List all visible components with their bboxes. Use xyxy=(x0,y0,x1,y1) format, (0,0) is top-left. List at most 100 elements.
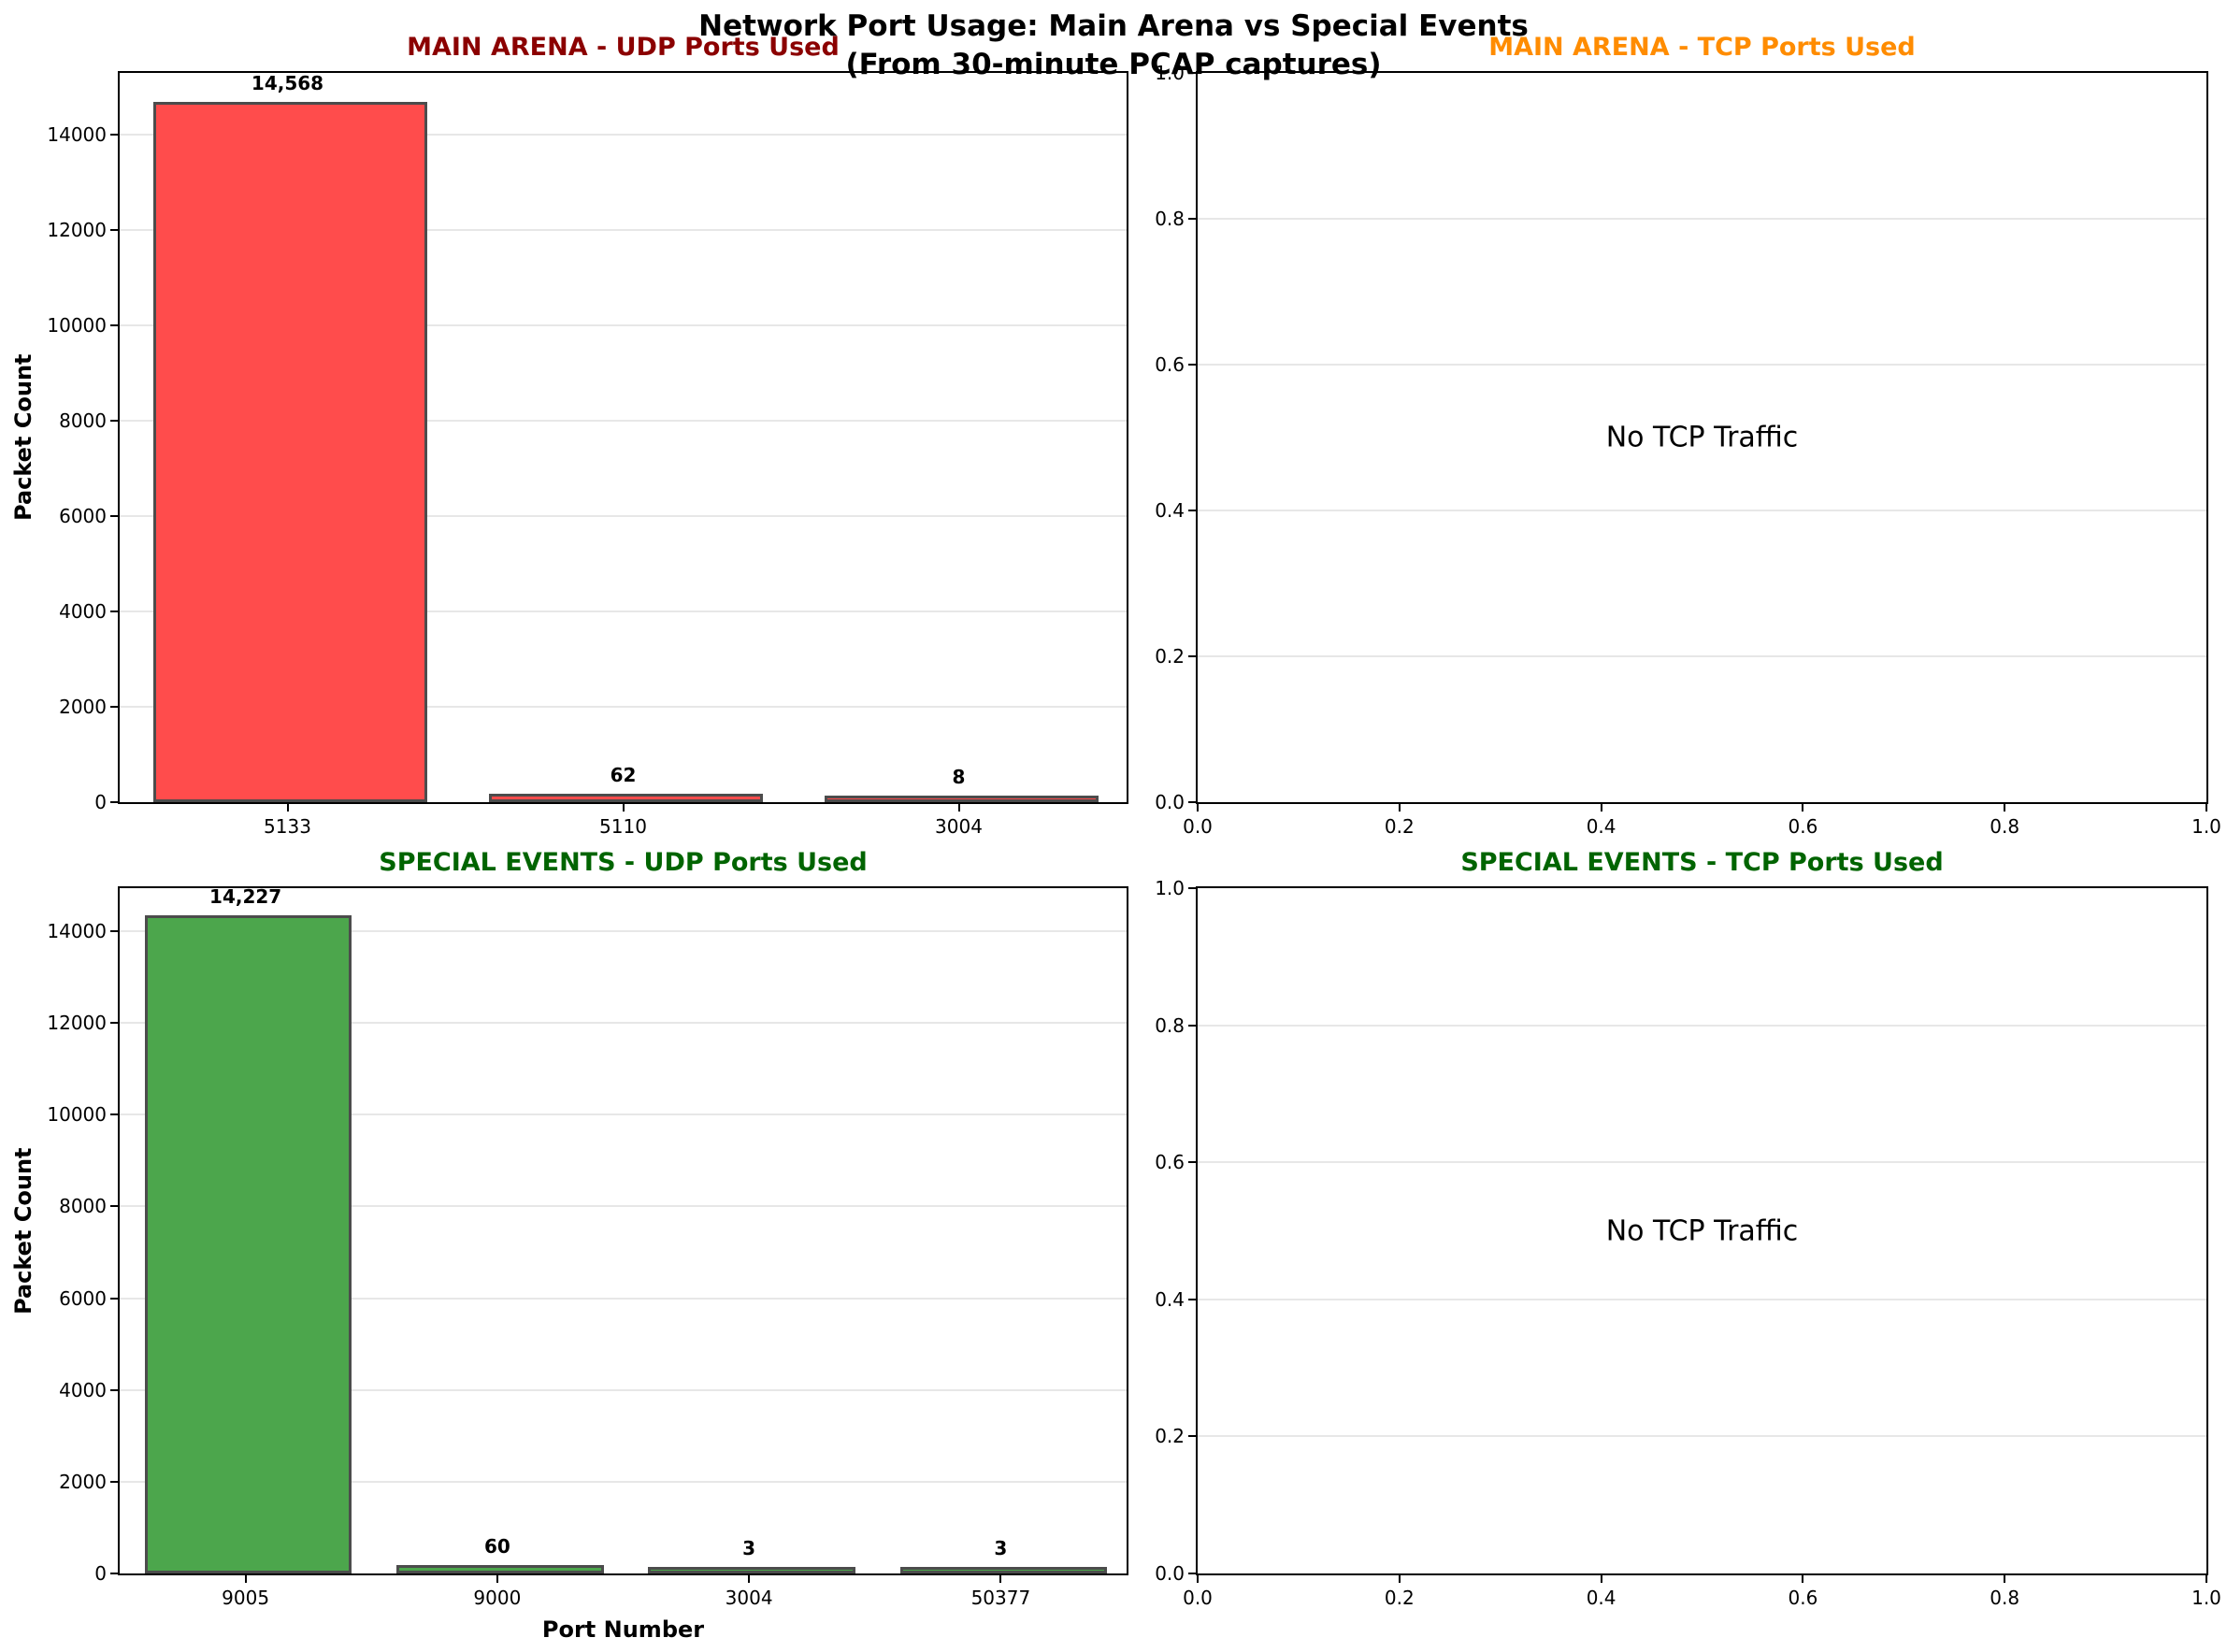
y-tick-mark xyxy=(110,1388,118,1391)
gridline xyxy=(120,324,1127,327)
y-tick-mark xyxy=(110,134,118,136)
gridline xyxy=(120,611,1127,613)
x-tick-label: 0.6 xyxy=(1788,815,1818,838)
y-tick-label: 8000 xyxy=(59,409,107,433)
y-tick-label: 0.0 xyxy=(1155,791,1185,813)
bar-value-label: 3 xyxy=(742,1537,756,1559)
y-tick-mark xyxy=(1188,1024,1196,1027)
y-tick-mark xyxy=(1188,1435,1196,1438)
x-tick-label: 0.2 xyxy=(1384,1587,1415,1609)
x-tick-mark xyxy=(1802,804,1804,812)
y-tick-mark xyxy=(110,611,118,613)
x-tick-label: 3004 xyxy=(725,1587,773,1609)
gridline xyxy=(120,706,1127,708)
x-tick-label: 9005 xyxy=(222,1587,270,1609)
y-tick-label: 1.0 xyxy=(1155,877,1185,899)
y-tick-mark xyxy=(1188,1573,1196,1574)
gridline xyxy=(1198,1024,2206,1027)
y-tick-label: 10000 xyxy=(47,1103,107,1127)
gridline xyxy=(1198,1298,2206,1300)
x-tick-mark xyxy=(748,1575,751,1583)
x-tick-mark xyxy=(1197,804,1199,812)
x-tick-label: 5110 xyxy=(599,815,647,838)
y-axis-label: Packet Count xyxy=(10,1147,36,1314)
y-tick-label: 0.2 xyxy=(1155,1425,1185,1448)
y-tick-label: 0.6 xyxy=(1155,1151,1185,1174)
y-tick-label: 0 xyxy=(94,1562,107,1585)
bar-value-label: 60 xyxy=(483,1535,510,1558)
figure-title: Network Port Usage: Main Arena vs Specia… xyxy=(0,7,2227,84)
y-tick-label: 0.0 xyxy=(1155,1562,1185,1585)
x-tick-mark xyxy=(1600,1575,1602,1583)
x-tick-label: 5133 xyxy=(264,815,311,838)
y-tick-mark xyxy=(1188,1298,1196,1300)
y-tick-mark xyxy=(110,515,118,518)
y-tick-mark xyxy=(110,1113,118,1116)
no-traffic-annotation: No TCP Traffic xyxy=(1605,421,1799,454)
subplot-title: MAIN ARENA - UDP Ports Used xyxy=(407,33,840,62)
y-tick-label: 14000 xyxy=(47,920,107,943)
x-tick-mark xyxy=(622,804,625,812)
gridline xyxy=(1198,218,2206,220)
x-tick-mark xyxy=(999,1575,1002,1583)
gridline xyxy=(120,134,1127,136)
y-tick-mark xyxy=(110,1297,118,1300)
x-tick-mark xyxy=(957,804,960,812)
gridline xyxy=(120,1205,1127,1208)
y-tick-label: 8000 xyxy=(59,1195,107,1218)
x-tick-mark xyxy=(1802,1575,1804,1583)
y-tick-mark xyxy=(110,1022,118,1025)
y-tick-label: 2000 xyxy=(59,696,107,718)
x-tick-label: 0.4 xyxy=(1586,1587,1616,1609)
gridline xyxy=(120,1022,1127,1025)
x-tick-label: 1.0 xyxy=(2191,815,2221,838)
gridline xyxy=(120,1113,1127,1116)
y-tick-mark xyxy=(110,229,118,232)
y-tick-mark xyxy=(1188,1161,1196,1164)
y-tick-label: 4000 xyxy=(59,600,107,624)
y-tick-mark xyxy=(1188,218,1196,220)
x-tick-label: 9000 xyxy=(473,1587,522,1609)
bar-value-label: 8 xyxy=(952,766,966,788)
bar-5110 xyxy=(488,794,764,802)
gridline xyxy=(1198,510,2206,511)
x-tick-label: 0.0 xyxy=(1183,815,1213,838)
y-tick-label: 12000 xyxy=(47,1012,107,1035)
gridline xyxy=(120,515,1127,518)
y-tick-label: 0.6 xyxy=(1155,353,1185,376)
x-tick-label: 1.0 xyxy=(2191,1587,2221,1609)
y-tick-label: 2000 xyxy=(59,1470,107,1493)
bar-value-label: 14,227 xyxy=(209,885,282,908)
gridline xyxy=(1198,364,2206,366)
x-tick-mark xyxy=(2004,1575,2006,1583)
y-tick-mark xyxy=(110,1573,118,1574)
x-tick-mark xyxy=(2205,804,2207,812)
figure-title-line2: (From 30-minute PCAP captures) xyxy=(845,47,1382,81)
bar-5133 xyxy=(152,102,428,802)
x-tick-label: 0.6 xyxy=(1788,1587,1818,1609)
y-tick-mark xyxy=(1188,887,1196,889)
no-traffic-annotation: No TCP Traffic xyxy=(1605,1214,1799,1247)
subplot-title: SPECIAL EVENTS - TCP Ports Used xyxy=(1460,848,1944,877)
y-tick-mark xyxy=(1188,510,1196,511)
y-tick-mark xyxy=(1188,655,1196,657)
x-tick-mark xyxy=(2004,804,2006,812)
main-arena-tcp-chart: MAIN ARENA - TCP Ports Used No TCP Traff… xyxy=(1155,33,2221,838)
x-tick-mark xyxy=(244,1575,247,1583)
y-tick-mark xyxy=(110,930,118,933)
y-tick-mark xyxy=(110,801,118,803)
x-tick-label: 0.8 xyxy=(1990,1587,2020,1609)
main-arena-udp-chart: MAIN ARENA - UDP Ports Used Packet Count… xyxy=(10,33,1128,838)
bar-50377 xyxy=(899,1567,1108,1573)
bar-value-label: 3 xyxy=(994,1537,1008,1559)
x-tick-label: 3004 xyxy=(935,815,983,838)
x-axis-label: Port Number xyxy=(541,1616,705,1643)
y-tick-mark xyxy=(1188,801,1196,803)
gridline xyxy=(120,930,1127,933)
y-tick-label: 4000 xyxy=(59,1378,107,1401)
gridline xyxy=(120,420,1127,423)
x-tick-mark xyxy=(2205,1575,2207,1583)
bar-3004 xyxy=(648,1567,855,1573)
y-tick-label: 12000 xyxy=(47,219,107,242)
y-tick-mark xyxy=(1188,72,1196,74)
